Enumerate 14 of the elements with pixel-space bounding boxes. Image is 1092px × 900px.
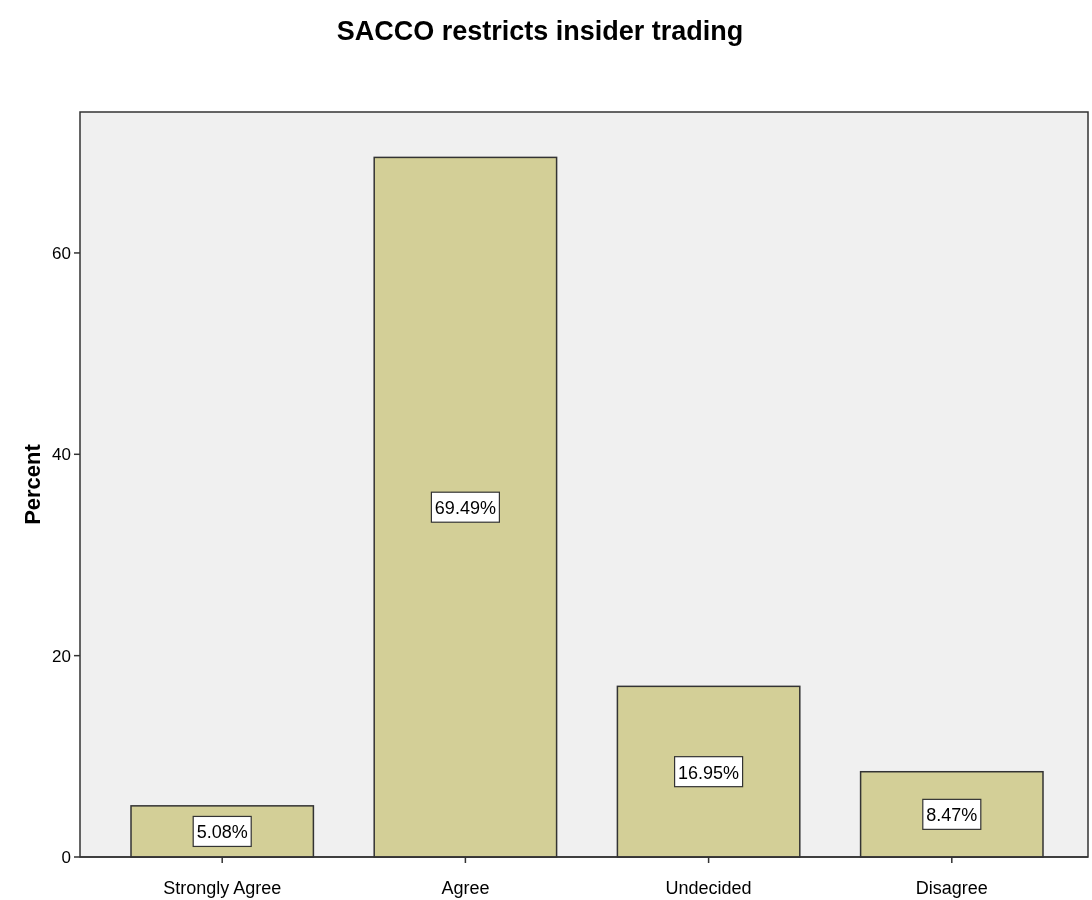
- x-tick-label: Strongly Agree: [163, 878, 282, 898]
- chart-title: SACCO restricts insider trading: [336, 16, 744, 46]
- data-label: 5.08%: [196, 822, 248, 843]
- y-tick-label: 40: [52, 445, 71, 465]
- y-tick-label: 0: [61, 848, 71, 867]
- x-tick-label: Agree: [441, 878, 490, 898]
- x-tick-label: Disagree: [915, 878, 988, 898]
- data-label: 8.47%: [926, 805, 978, 826]
- y-axis-title: Percent: [20, 443, 45, 525]
- data-label: 16.95%: [678, 762, 740, 783]
- x-tick-label: Undecided: [665, 878, 752, 898]
- y-tick-label: 20: [52, 646, 71, 666]
- data-label: 69.49%: [434, 498, 496, 519]
- y-tick-label: 60: [52, 243, 71, 263]
